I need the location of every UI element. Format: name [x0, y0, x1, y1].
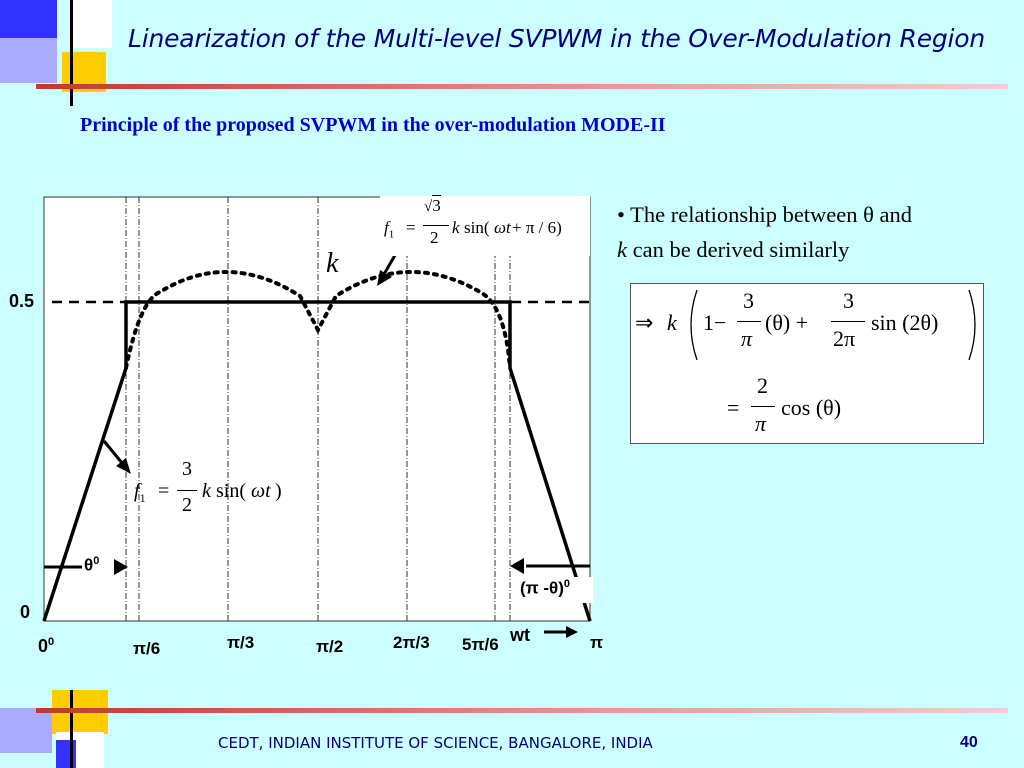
pi-theta-label-box — [517, 577, 593, 603]
pi-minus-theta-label: (π -θ)0 — [520, 578, 571, 598]
deco-vertical-bar-bottom — [70, 690, 73, 768]
derivation-one-minus: 1− — [703, 310, 727, 335]
page-number: 40 — [960, 734, 978, 751]
f1-pointer-line — [102, 440, 124, 464]
deco-vertical-bar — [70, 0, 73, 106]
implies-symbol: ⇒ — [635, 310, 654, 335]
derivation-cos-term: cos (θ) — [781, 395, 842, 420]
trapezoid-waveform — [42, 300, 592, 622]
footer-text: CEDT, INDIAN INSTITUTE OF SCIENCE, BANGA… — [218, 734, 653, 752]
bullet-text: • The relationship between θ and k can b… — [617, 197, 1017, 267]
vertical-guides — [125, 197, 511, 621]
k-label: k — [326, 248, 339, 279]
footer-rule — [36, 708, 1008, 713]
y-label-zero: 0 — [20, 602, 31, 622]
x-tick-pi6: π/6 — [133, 639, 161, 658]
derivation-box: ⇒ k 1− 3 π (θ) + 3 2π sin (2θ) = 2 π cos… — [630, 283, 984, 444]
plot-frame — [43, 196, 591, 622]
deco-lavender-square-bottom — [0, 708, 52, 753]
deco-lavender-square — [0, 38, 57, 83]
x-tick-pi2: π/2 — [316, 637, 344, 656]
bullet-line-1: • The relationship between θ and — [617, 202, 913, 227]
x-tick-pi3: π/3 — [227, 633, 255, 652]
x-tick-2pi3: 2π/3 — [393, 633, 430, 652]
derivation-parens — [690, 289, 976, 361]
theta-label-box — [82, 555, 110, 579]
header-rule — [36, 84, 1008, 89]
x-tick-5pi6: 5π/6 — [462, 635, 499, 654]
derivation-k: k — [667, 310, 677, 335]
wt-arrow-head — [566, 626, 578, 638]
slide-subtitle: Principle of the proposed SVPWM in the o… — [80, 114, 666, 136]
y-label-half: 0.5 — [9, 291, 35, 311]
bullet-line-2: k can be derived similarly — [617, 237, 850, 262]
wt-label: wt — [510, 625, 530, 645]
derivation-theta-term: (θ) + — [765, 310, 809, 335]
equation-top: f1 = √3 2 k sin( ωt + π / 6) — [380, 195, 590, 256]
theta-arrow-head — [114, 559, 128, 575]
slide-title: Linearization of the Multi-level SVPWM i… — [128, 24, 986, 53]
theta-label: θ0 — [84, 555, 100, 575]
x-tick-zero: 00 — [38, 636, 55, 656]
k-pointer-head — [377, 270, 392, 286]
x-tick-pi: π — [590, 633, 604, 652]
pi-theta-arrow-head — [510, 558, 524, 574]
dotted-k-curve — [124, 269, 512, 370]
derivation-sin-term: sin (2θ) — [871, 310, 939, 335]
deco-white-square — [72, 0, 112, 48]
f1-pointer-head — [116, 458, 131, 474]
equation-bottom: f1 = 3 2 k sin( ωt ) — [134, 458, 282, 516]
